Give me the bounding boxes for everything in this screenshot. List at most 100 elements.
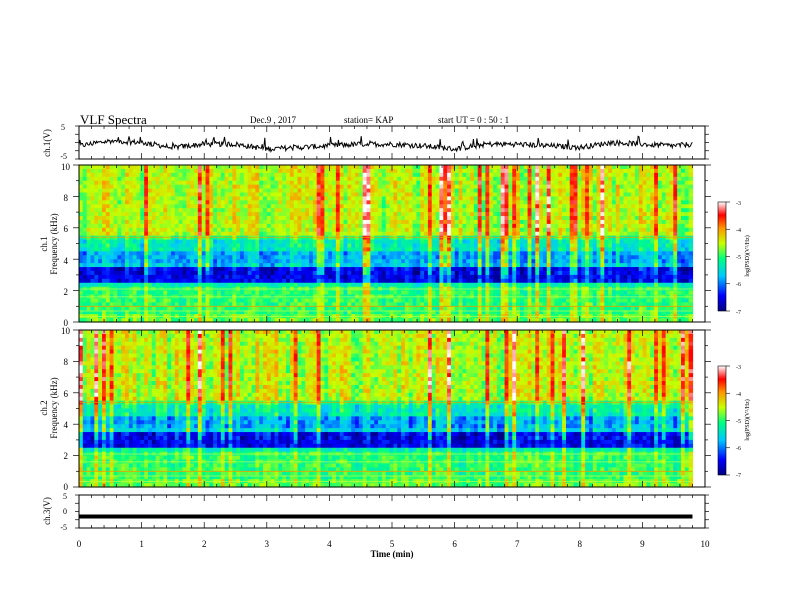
spectrogram-cell [247, 219, 253, 225]
spectrogram-cell [531, 196, 536, 201]
spectrogram-cell [163, 176, 168, 182]
spectrogram-cell [121, 270, 126, 276]
spectrogram-cell [412, 306, 418, 311]
spectrogram-cell [397, 235, 402, 241]
spectrogram-cell [431, 302, 437, 307]
spectrogram-cell [102, 247, 107, 252]
spectrogram-cell [496, 259, 502, 264]
spectrogram-cell [301, 168, 306, 174]
spectrogram-cell [416, 239, 421, 245]
spectrogram-cell [339, 180, 345, 186]
spectrogram-cell [424, 180, 429, 186]
spectrogram-cell [201, 274, 207, 280]
spectrogram-cell [485, 243, 490, 249]
spectrogram-cell [412, 184, 418, 190]
spectrogram-cell [270, 216, 276, 221]
spectrogram-cell [178, 192, 184, 197]
spectrogram-cell [224, 310, 230, 315]
spectrogram-cell [282, 235, 287, 241]
spectrogram-cell [197, 165, 203, 170]
spectrogram-cell [500, 227, 506, 233]
spectrogram-cell [462, 259, 467, 264]
spectrogram-cell [443, 196, 448, 201]
spectrogram-cell [504, 180, 510, 186]
spectrogram-cell [109, 216, 115, 221]
spectrogram-cell [259, 212, 264, 217]
spectrogram-cell [539, 223, 544, 229]
spectrogram-cell [178, 208, 184, 213]
spectrogram-cell [163, 310, 168, 315]
spectrogram-cell [224, 188, 230, 194]
spectrogram-cell [286, 231, 291, 237]
spectrogram-cell [362, 192, 368, 197]
spectrogram-cell [328, 290, 333, 296]
spectrogram-cell [470, 263, 475, 268]
spectrogram-cell [282, 180, 287, 186]
spectrogram-cell [217, 243, 222, 249]
spectrogram-cell [270, 270, 276, 276]
spectrogram-cell [297, 231, 302, 237]
spectrogram-cell [412, 267, 418, 272]
spectrogram-cell [408, 192, 414, 197]
spectrogram-cell [247, 243, 253, 249]
spectrogram-cell [228, 176, 233, 182]
spectrogram-cell [312, 302, 318, 307]
spectrogram-cell [236, 310, 241, 315]
spectrogram-cell [113, 306, 118, 311]
spectrogram-cell [527, 302, 533, 307]
spectrogram-cell [109, 180, 115, 186]
spectrogram-cell [312, 318, 318, 323]
spectrogram-cell [209, 231, 214, 237]
spectrogram-cell [312, 188, 318, 194]
spectrogram-cell [450, 290, 456, 296]
spectrogram-cell [278, 208, 283, 213]
spectrogram-cell [186, 290, 191, 296]
spectrogram-cell [412, 235, 418, 241]
spectrogram-cell [493, 219, 498, 225]
spectrogram-cell [477, 306, 483, 311]
spectrogram-cell [466, 176, 471, 182]
spectrogram-cell [473, 223, 479, 229]
spectrogram-cell [324, 219, 329, 225]
spectrogram-cell [182, 274, 187, 280]
spectrogram-cell [439, 302, 444, 307]
spectrogram-cell [389, 212, 394, 217]
spectrogram-cell [105, 255, 111, 260]
spectrogram-cell [309, 180, 314, 186]
spectrogram-cell [297, 263, 302, 268]
spectrogram-cell [232, 298, 237, 303]
spectrogram-cell [355, 318, 360, 323]
spectrogram-cell [113, 274, 118, 280]
spectrogram-cell [496, 247, 502, 252]
spectrogram-cell [504, 274, 510, 280]
spectrogram-cell [500, 200, 506, 205]
spectrogram-cell [251, 172, 256, 178]
spectrogram-cell [167, 180, 172, 186]
spectrogram-cell [282, 176, 287, 182]
spectrogram-cell [508, 192, 513, 197]
spectrogram-cell [516, 223, 521, 229]
spectrogram-cell [500, 247, 506, 252]
spectrogram-cell [316, 263, 322, 268]
spectrogram-cell [94, 247, 99, 252]
spectrogram-cell [332, 267, 337, 272]
spectrogram-cell [259, 243, 264, 249]
spectrogram-cell [454, 176, 460, 182]
spectrogram-cell [320, 196, 325, 201]
spectrogram-cell [259, 204, 264, 209]
spectrogram-cell [450, 235, 456, 241]
spectrogram-cell [535, 231, 540, 237]
spectrogram-cell [431, 208, 437, 213]
spectrogram-cell [171, 270, 176, 276]
spectrogram-cell [481, 302, 487, 307]
spectrogram-cell [389, 282, 394, 288]
spectrogram-cell [240, 263, 245, 268]
spectrogram-cell [163, 168, 168, 174]
spectrogram-cell [259, 263, 264, 268]
spectrogram-cell [523, 270, 529, 276]
spectrogram-cell [401, 184, 406, 190]
spectrogram-cell [328, 192, 333, 197]
spectrogram-cell [151, 212, 157, 217]
spectrogram-cell [343, 192, 348, 197]
spectrogram-cell [435, 251, 441, 256]
